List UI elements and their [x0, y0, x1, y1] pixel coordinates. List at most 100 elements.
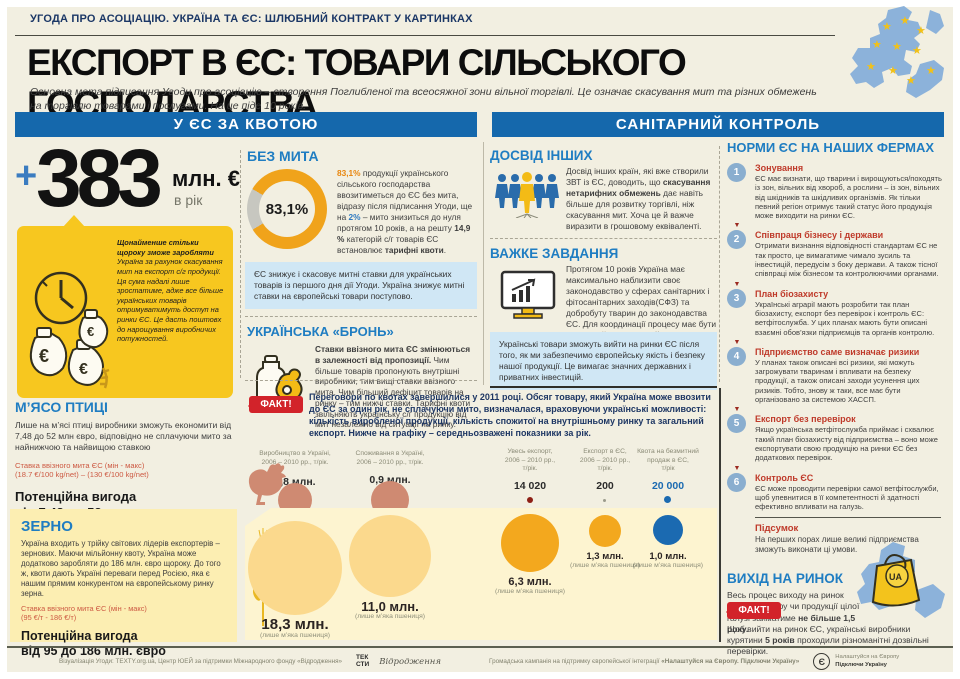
section-bar-quota: У ЄС ЗА КВОТОЮ	[15, 112, 477, 137]
chart-fact-text: Переговори по квотах завершилися у 2011 …	[309, 392, 711, 438]
chicken-icon	[248, 463, 286, 505]
market-fact-badge: ФАКТ!	[726, 602, 781, 619]
poultry-section: М’ЯСО ПТИЦІ Лише на м’ясі птиці виробник…	[15, 399, 237, 520]
chart-col-header: Експорт в ЄС, 2006 – 2010 рр., т/рік.	[579, 448, 631, 473]
no-duty-pct3: 14,9 %	[337, 222, 471, 244]
svg-text:★: ★	[900, 14, 910, 27]
summary-divider	[755, 517, 941, 519]
norm-text: У планах також описані всі ризики, які м…	[755, 357, 920, 405]
norm-item-2: 2 Співпраця бізнесу і держави Отримати в…	[727, 230, 945, 278]
divider-col3-col4	[719, 146, 720, 382]
footer-campaign: Громадська кампанія на підтримку європей…	[489, 658, 800, 665]
grain-rate-label: Ставка ввізного мита ЄС (мін - макс)	[21, 603, 147, 613]
earnings-callout: € € € Щонайменше стільки щороку зможе за…	[17, 215, 233, 398]
step-arrow-icon	[727, 281, 747, 289]
poultry-rate-value: (18.7 €/100 kg/net) – (130 €/100 kg/net)	[15, 470, 149, 480]
grain-text: Україна входить у трійку світових лідері…	[21, 539, 221, 598]
eu-map-icon: ★ ★★ ★ ★ ★ ★ ★★ ★	[850, 6, 944, 98]
market-fact-text: Щоб вийти на ринок ЄС, українські виробн…	[727, 624, 929, 657]
poultry-rate-label: Ставка ввізного мита ЄС (мін - макс)	[15, 460, 145, 470]
bubble-grain-consumption	[349, 515, 431, 597]
chart-col-header: Виробництво в Україні, 2006 – 2010 рр., …	[259, 450, 331, 466]
poultry-heading: М’ЯСО ПТИЦІ	[15, 399, 108, 415]
experience-heading: ДОСВІД ІНШИХ	[490, 148, 593, 163]
no-duty-pct1: 83,1%	[337, 168, 361, 178]
norm-number: 1	[727, 163, 746, 182]
grain-value-quota: 1,0 млн.	[649, 551, 687, 562]
svg-text:★: ★	[912, 44, 922, 57]
big-number-period: в рік	[174, 192, 203, 208]
summary-text: На перших порах лише великі підприємства…	[755, 535, 919, 555]
norm-number: 5	[727, 414, 746, 434]
norm-item-5: 5 Експорт без перевірок Якщо українська …	[727, 414, 945, 462]
norm-title: Контроль ЄС	[755, 472, 814, 483]
divider-chart-col4	[719, 388, 721, 642]
grain-note-consumption: (лише м’яка пшениця)	[354, 613, 426, 620]
ua-bag-europe-icon: UA	[857, 542, 945, 618]
norm-title: Підприємство саме визначає ризики	[755, 346, 920, 357]
norm-title: План біозахисту	[755, 288, 829, 299]
svg-text:★: ★	[892, 40, 902, 53]
reserve-heading: УКРАЇНСЬКА «БРОНЬ»	[247, 324, 394, 339]
norm-number: 2	[727, 230, 746, 250]
col2-dashed-divider2	[245, 380, 477, 381]
duty-free-donut-chart: 83,1%	[247, 169, 327, 249]
grain-value-total-export: 6,3 млн.	[508, 576, 552, 588]
norm-number: 4	[727, 346, 746, 366]
svg-text:★: ★	[888, 64, 898, 77]
bubble-grain-quota	[653, 515, 683, 545]
bubble-poultry-total-export	[527, 497, 533, 503]
footer: Візуалізація Угоди: TEXTY.org.ua, Центр …	[7, 646, 953, 670]
norm-title: Співпраця бізнесу і держави	[755, 230, 884, 241]
grain-value-consumption: 11,0 млн.	[361, 599, 419, 614]
norm-title: Експорт без перевірок	[755, 414, 856, 425]
grain-note-quota: (лише м’яка пшениця)	[632, 562, 704, 569]
no-duty-pct2: 2%	[348, 211, 361, 222]
norm-text: ЄС може проводити перевірки самої ветфіт…	[755, 483, 939, 512]
svg-text:★: ★	[906, 74, 916, 87]
chart-fact-badge: ФАКТ!	[248, 396, 303, 413]
norm-text: Отримати визнання відповідності стандарт…	[755, 241, 939, 279]
sanitary-note: Українські товари зможуть вийти на ринки…	[490, 332, 717, 390]
norm-title: Зонування	[755, 163, 804, 173]
svg-text:★: ★	[926, 64, 936, 77]
svg-text:UA: UA	[889, 572, 902, 582]
col3-dashed-divider	[490, 238, 717, 239]
reserve-lead: Ставки ввізного мита ЄС змінюються в зал…	[315, 344, 471, 365]
footer-credits: Візуалізація Угоди: TEXTY.org.ua, Центр …	[59, 658, 343, 665]
norm-item-4: 4 Підприємство саме визначає ризики У пл…	[727, 346, 945, 405]
bubble-grain-eu-export	[589, 515, 621, 547]
norm-number: 3	[727, 288, 746, 308]
svg-text:€: €	[39, 346, 49, 366]
big-number-plus: +	[15, 155, 38, 197]
norm-text: Українські аграрії мають розробити так п…	[755, 299, 935, 337]
step-arrow-icon	[727, 406, 747, 414]
norm-item-1: 1 Зонування ЄС має визнати, що тварини і…	[727, 163, 945, 220]
page-subtitle: Основна мета підписання Угоди про асоціа…	[30, 86, 817, 113]
col3-solid-divider	[490, 386, 717, 388]
chart-col-header: Увесь експорт, 2006 – 2010 рр., т/рік.	[504, 448, 556, 473]
step-arrow-icon	[727, 465, 747, 473]
norms-heading: НОРМИ ЄС НА НАШИХ ФЕРМАХ	[727, 140, 935, 155]
poultry-value-eu-export: 200	[596, 480, 614, 492]
grain-section: ЗЕРНО Україна входить у трійку світових …	[10, 509, 237, 658]
big-number-unit: млн. €	[172, 166, 240, 191]
svg-text:€: €	[87, 324, 94, 339]
footer-motto: Налаштуйся на Європу Підключи Україну	[835, 654, 900, 668]
norm-text: Якщо українська ветфітослужба приймає і …	[755, 425, 938, 463]
page-title: ЕКСПОРТ В ЄС: ТОВАРИ СІЛЬСЬКОГО ГОСПОДАР…	[27, 42, 687, 125]
summary-block: Підсумок На перших порах лише великі під…	[755, 523, 945, 555]
section-bar-sanitary: САНІТАРНИЙ КОНТРОЛЬ	[492, 112, 944, 137]
grain-heading: ЗЕРНО	[21, 518, 73, 535]
summary-title: Підсумок	[755, 523, 799, 535]
euro-campaign-logo: Є	[813, 653, 831, 670]
callout-rest: Україна за рахунок скасування мит на екс…	[117, 257, 224, 344]
big-number-value: 383	[36, 133, 163, 224]
monitor-chart-icon	[500, 270, 556, 319]
divider-col1-col2	[240, 150, 241, 378]
no-duty-note: ЄС знижує і скасовує митні ставки для ук…	[245, 262, 477, 309]
grain-benefit-label: Потенційна вигода	[21, 629, 138, 644]
svg-text:★: ★	[916, 24, 926, 37]
svg-text:★: ★	[882, 20, 892, 33]
